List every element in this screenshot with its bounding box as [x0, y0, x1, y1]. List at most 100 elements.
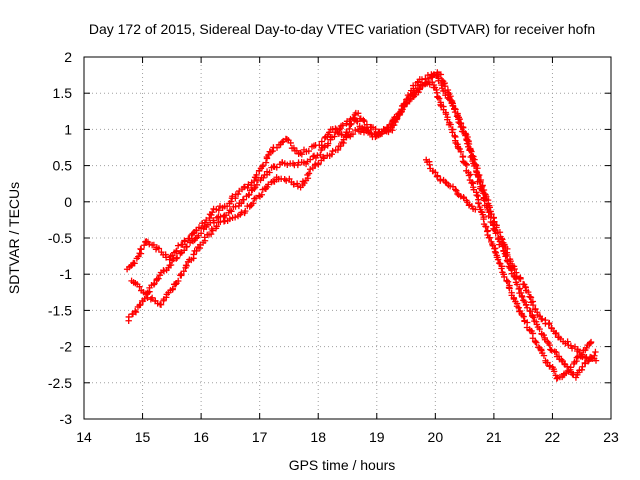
point-marker [125, 313, 133, 321]
point-marker [172, 248, 180, 255]
point-marker [328, 151, 336, 158]
point-marker [504, 251, 511, 259]
point-marker [550, 368, 558, 375]
point-marker [473, 191, 480, 199]
point-marker [349, 130, 357, 138]
point-marker [269, 147, 276, 155]
point-marker [401, 101, 408, 109]
point-marker [467, 171, 474, 178]
point-marker [253, 171, 260, 179]
point-marker [273, 164, 280, 171]
point-marker [517, 275, 524, 283]
point-marker [564, 338, 571, 345]
point-marker [553, 349, 560, 356]
point-marker [266, 169, 273, 176]
point-marker [503, 277, 510, 285]
point-marker [579, 363, 586, 370]
point-marker [403, 95, 411, 103]
point-marker [478, 183, 486, 190]
point-marker [162, 254, 170, 261]
point-marker [457, 119, 464, 127]
point-marker [209, 227, 216, 234]
point-marker [452, 106, 459, 113]
point-marker [238, 200, 245, 207]
point-marker [174, 242, 182, 249]
point-marker [173, 255, 180, 262]
point-marker [249, 200, 257, 207]
point-marker [536, 325, 543, 333]
point-marker [339, 122, 346, 129]
point-marker [309, 153, 317, 160]
x-tick-label: 21 [486, 429, 502, 445]
point-marker [511, 265, 518, 273]
point-marker [189, 230, 196, 237]
point-marker [576, 348, 583, 356]
y-tick-label: -1.5 [48, 302, 72, 318]
point-marker [155, 245, 163, 252]
point-marker [140, 242, 148, 249]
point-marker [146, 240, 153, 248]
point-marker [434, 172, 441, 179]
x-tick-label: 14 [76, 429, 92, 445]
point-marker [513, 281, 521, 288]
point-marker [503, 257, 511, 264]
point-marker [174, 277, 182, 285]
point-marker [499, 236, 506, 243]
point-marker [337, 142, 344, 150]
x-tick-label: 17 [252, 429, 268, 445]
point-marker [475, 199, 482, 207]
point-marker [167, 261, 175, 269]
y-tick-label: 1 [64, 121, 72, 137]
point-marker [284, 161, 291, 169]
point-marker [298, 151, 306, 158]
point-marker [305, 170, 313, 177]
point-marker [540, 352, 548, 359]
x-tick-label: 20 [428, 429, 444, 445]
point-marker [447, 121, 454, 128]
point-marker [347, 121, 354, 128]
point-marker [193, 227, 200, 234]
point-marker [532, 305, 539, 313]
y-tick-label: 1.5 [53, 85, 73, 101]
point-marker [305, 147, 313, 155]
point-marker [197, 225, 205, 232]
point-marker [491, 248, 499, 255]
point-marker [504, 278, 512, 285]
x-axis-label: GPS time / hours [289, 457, 396, 473]
y-tick-label: -2 [60, 339, 73, 355]
x-tick-label: 15 [135, 429, 151, 445]
point-marker [190, 251, 197, 258]
point-marker [457, 148, 465, 156]
point-marker [426, 161, 433, 168]
point-marker [334, 146, 342, 154]
point-marker [399, 106, 406, 113]
point-marker [141, 295, 148, 303]
x-tick-label: 19 [369, 429, 385, 445]
point-marker [304, 171, 311, 179]
axis-ticks: 14 15 16 17 18 19 20 21 22 23-3-2.5-2-1.5-1-0.500… [48, 49, 619, 445]
point-marker [422, 75, 429, 83]
point-marker [500, 247, 507, 254]
point-marker [253, 181, 261, 189]
point-marker [183, 262, 190, 270]
point-marker [573, 354, 581, 361]
point-marker [457, 193, 464, 200]
point-marker [246, 191, 253, 198]
point-marker [532, 338, 539, 346]
point-marker [475, 171, 483, 179]
point-marker [472, 206, 479, 213]
point-marker [538, 315, 546, 323]
point-marker [131, 307, 139, 315]
x-tick-label: 22 [545, 429, 561, 445]
point-marker [320, 155, 328, 162]
point-marker [360, 116, 367, 124]
point-marker [527, 307, 534, 315]
point-marker [320, 153, 327, 161]
point-marker [563, 363, 571, 370]
grid-lines [84, 57, 611, 419]
point-marker [449, 129, 456, 136]
point-marker [465, 140, 473, 148]
point-marker [464, 133, 471, 141]
point-marker [533, 339, 540, 346]
